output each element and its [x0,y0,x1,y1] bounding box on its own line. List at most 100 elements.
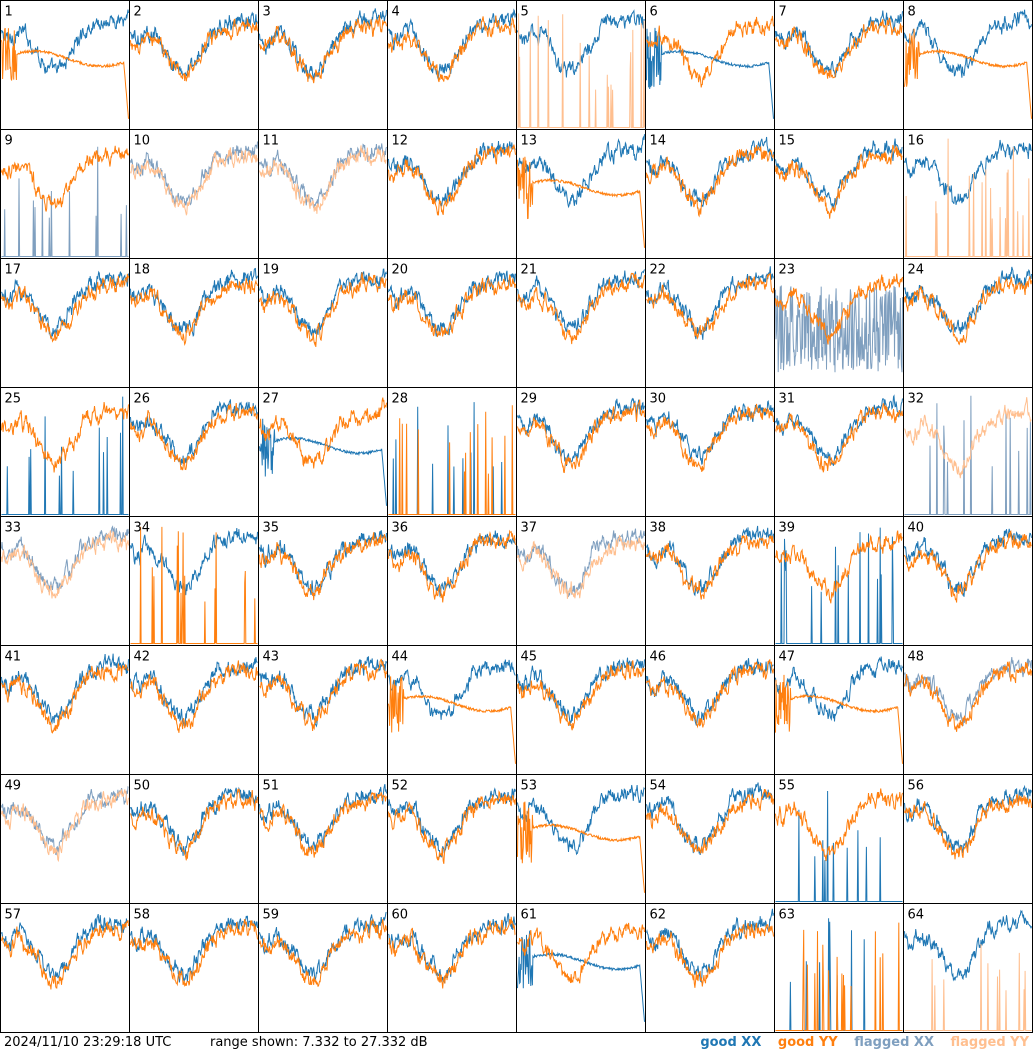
panel-28: 28 [387,387,517,517]
panel-32: 32 [903,387,1033,517]
legend-good-xx: good XX [700,1035,762,1050]
panel-20: 20 [387,258,517,388]
series-xx-line [517,784,645,856]
panel-label: 36 [392,521,409,536]
series-yy-line [259,272,387,348]
panel-label: 29 [521,392,538,407]
panel-label: 22 [650,263,667,278]
series-xx-line [517,930,645,1022]
panel-25: 25 [0,387,130,517]
series-xx-line [388,270,516,337]
panel-frame [129,258,259,388]
series-xx-line [259,418,387,506]
panel-label: 35 [263,521,280,536]
panel-label: 44 [392,650,409,665]
panel-label: 42 [134,650,151,665]
series-yy-line [1,145,129,212]
series-xx-line [388,530,516,598]
series-xx-line [775,790,903,902]
series-xx-line [130,267,258,338]
panel-label: 13 [521,134,538,149]
series-yy-line [130,403,258,471]
series-xx-line [646,266,774,340]
panel-59: 59 [258,903,388,1033]
panel-label: 47 [779,650,796,665]
panel-44: 44 [387,645,517,775]
series-yy-line [517,399,645,474]
panel-57: 57 [0,903,130,1033]
panel-label: 37 [521,521,538,536]
series-yy-line [130,18,258,82]
series-yy-line [130,278,258,347]
panel-22: 22 [645,258,775,388]
panel-label: 33 [5,521,22,536]
series-yy-line [517,922,645,984]
panel-frame [387,387,517,517]
panel-frame [129,129,259,259]
panel-4: 4 [387,0,517,130]
series-xx-line [775,656,903,722]
panel-frame [903,129,1033,259]
panel-23: 23 [774,258,904,388]
panel-21: 21 [516,258,646,388]
panel-label: 51 [263,779,280,794]
series-xx-line [775,527,903,644]
series-yy-line [259,532,387,601]
series-yy-line [388,789,516,864]
panel-35: 35 [258,516,388,646]
series-yy-line [259,15,387,84]
series-yy-line [775,273,903,345]
series-yy-line [1,273,129,343]
panel-33: 33 [0,516,130,646]
panel-13: 13 [516,129,646,259]
series-xx-line [1,653,129,725]
legend-good-yy: good YY [777,1035,838,1050]
panel-10: 10 [129,129,259,259]
panel-63: 63 [774,903,904,1033]
series-xx-line [130,527,258,596]
panel-12: 12 [387,129,517,259]
panel-53: 53 [516,774,646,904]
series-xx-line [904,395,1032,515]
series-xx-line [517,657,645,727]
series-xx-line [1,9,129,74]
series-yy-line [904,397,1032,479]
panel-3: 3 [258,0,388,130]
panel-label: 10 [134,134,151,149]
series-xx-line [1,525,129,592]
footer: 2024/11/10 23:29:18 UTC range shown: 7.3… [0,1033,1033,1053]
panel-39: 39 [774,516,904,646]
panel-61: 61 [516,903,646,1033]
series-xx-line [130,141,258,206]
series-yy-line [904,529,1032,603]
series-xx-line [646,782,774,856]
panel-label: 31 [779,392,796,407]
panel-label: 4 [392,5,400,20]
panel-label: 58 [134,908,151,923]
series-xx-line [646,658,774,726]
series-yy-line [388,15,516,83]
panel-label: 8 [908,5,916,20]
series-yy-line [904,138,1032,257]
panel-9: 9 [0,129,130,259]
series-yy-line [388,144,516,216]
panel-6: 6 [645,0,775,130]
panel-label: 28 [392,392,409,407]
series-xx-line [775,285,903,373]
panel-label: 63 [779,908,796,923]
series-yy-line [388,405,516,515]
panel-label: 53 [521,779,538,794]
panel-label: 17 [5,263,22,278]
series-yy-line [904,944,1032,1031]
series-yy-line [130,788,258,861]
panel-frame [0,774,130,904]
panel-frame [903,387,1033,517]
series-yy-line [388,676,516,764]
series-yy-line [1,663,129,734]
panel-frame [516,516,646,646]
series-yy-line [517,272,645,345]
panel-60: 60 [387,903,517,1033]
panel-label: 27 [263,392,280,407]
series-yy-line [904,793,1032,860]
panel-34: 34 [129,516,259,646]
